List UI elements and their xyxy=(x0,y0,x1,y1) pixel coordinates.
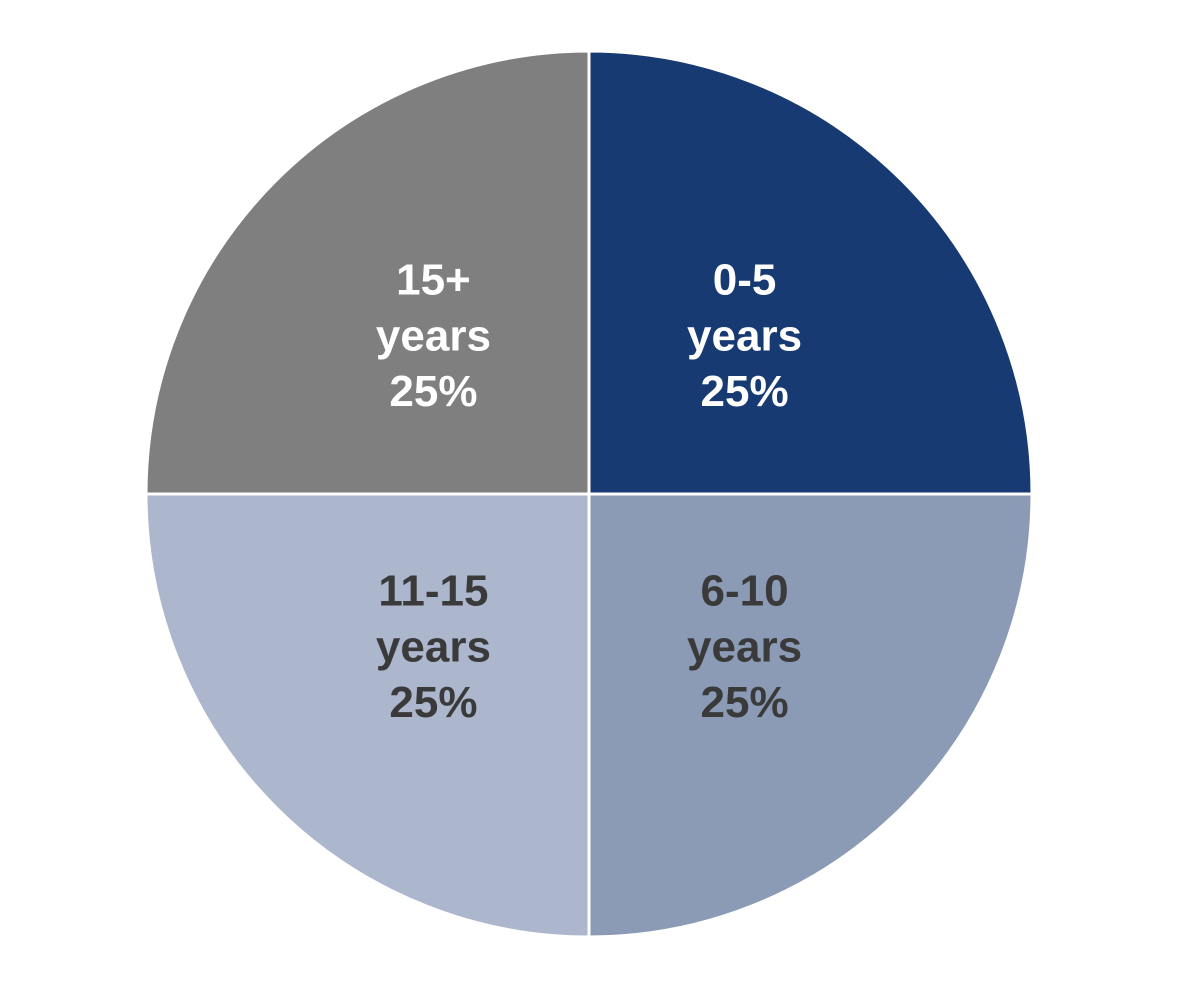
slice-value-label: 25% xyxy=(389,367,477,416)
slice-value-label: 25% xyxy=(701,678,789,727)
slice-category-label: 11-15 years xyxy=(376,566,491,671)
pie-slice xyxy=(587,49,1034,496)
slice-value-label: 25% xyxy=(701,367,789,416)
slice-value-label: 25% xyxy=(389,678,477,727)
slice-category-label: 15+ years xyxy=(376,255,491,360)
pie-slice xyxy=(587,492,1034,939)
pie-slice xyxy=(144,492,591,939)
slice-category-label: 6-10 years xyxy=(687,566,802,671)
pie-slice xyxy=(144,49,591,496)
slice-category-label: 0-5 years xyxy=(687,255,802,360)
